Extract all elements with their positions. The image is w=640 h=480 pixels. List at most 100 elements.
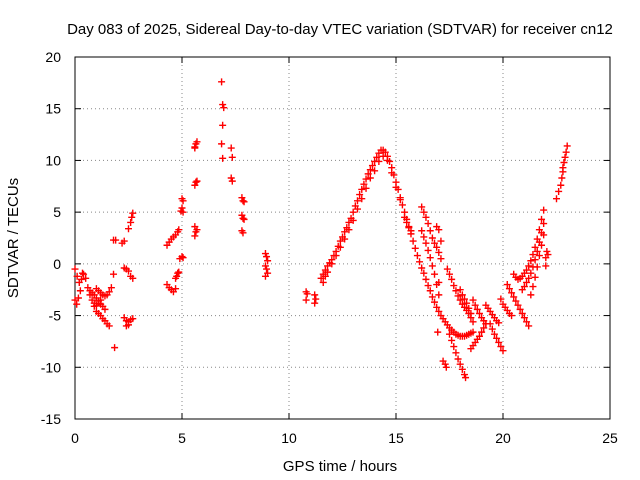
data-point [239, 214, 247, 222]
data-point [450, 343, 458, 351]
data-point [433, 243, 441, 251]
data-point [542, 262, 550, 270]
data-point [360, 180, 368, 188]
chart-title: Day 083 of 2025, Sidereal Day-to-day VTE… [67, 21, 613, 38]
data-point [518, 310, 526, 318]
data-point [321, 272, 329, 280]
data-point [505, 285, 513, 293]
data-point [366, 166, 374, 174]
data-point [219, 154, 227, 162]
data-point [475, 310, 483, 318]
data-point [219, 101, 227, 109]
data-point [533, 247, 541, 255]
data-point [557, 181, 565, 189]
data-point [435, 248, 443, 256]
data-point [508, 289, 516, 297]
data-point [426, 227, 434, 235]
x-tick-label: 0 [71, 430, 79, 446]
data-point [463, 299, 471, 307]
x-tick-label: 5 [178, 430, 186, 446]
data-point [381, 148, 389, 156]
data-point [349, 216, 357, 224]
data-point [420, 269, 428, 277]
data-point [431, 298, 439, 306]
data-point [462, 374, 470, 382]
data-point [422, 239, 430, 247]
data-point [125, 267, 132, 275]
data-point [110, 270, 118, 278]
data-point [193, 138, 201, 146]
data-point [497, 295, 505, 303]
data-point [179, 197, 187, 205]
data-point [529, 283, 537, 291]
x-tick-label: 15 [388, 430, 404, 446]
data-point [416, 258, 424, 266]
data-point [499, 347, 507, 355]
data-point [73, 272, 81, 280]
data-point [514, 301, 522, 309]
y-tick-label: -15 [41, 411, 61, 427]
data-point [261, 250, 269, 258]
data-point [179, 208, 187, 216]
data-point [540, 220, 548, 228]
data-point [562, 148, 570, 156]
data-point [383, 156, 391, 164]
y-tick-label: 15 [45, 101, 61, 117]
plot-frame [74, 56, 611, 420]
data-point [467, 310, 475, 318]
data-point [80, 270, 88, 278]
data-point [311, 291, 319, 299]
data-point [239, 229, 247, 237]
data-point [112, 236, 120, 244]
data-point [460, 371, 468, 379]
data-point [525, 262, 533, 270]
data-point [523, 278, 531, 286]
data-point [495, 319, 503, 327]
data-point [192, 178, 200, 186]
data-point [191, 232, 199, 240]
data-point [191, 223, 199, 231]
data-point [228, 153, 236, 161]
data-point [516, 305, 524, 313]
data-point [450, 282, 458, 290]
data-point [533, 263, 541, 271]
data-point [424, 220, 432, 228]
data-point [523, 266, 531, 274]
data-point [563, 142, 571, 150]
data-point [324, 268, 332, 276]
data-point [366, 174, 374, 182]
y-axis-title: SDTVAR / TECUs [5, 178, 22, 298]
data-point [441, 360, 449, 368]
data-point [129, 274, 137, 282]
data-point [428, 262, 436, 270]
data-point [392, 183, 400, 191]
y-tick-label: 20 [45, 49, 61, 65]
data-point [431, 270, 439, 278]
data-point [493, 334, 501, 342]
data-point [328, 260, 336, 268]
data-point [428, 293, 436, 301]
data-point [341, 235, 349, 243]
y-tick-label: 0 [53, 256, 61, 272]
data-point [240, 198, 248, 206]
data-point [426, 254, 434, 262]
data-point [527, 257, 535, 265]
data-point [78, 269, 86, 277]
data-point [218, 140, 226, 148]
data-point [345, 218, 353, 226]
axis-ticks: 0 5 10 15 20 25 -15 -10 -5 0 5 10 15 20 [41, 49, 618, 446]
data-point [435, 291, 443, 299]
data-point [525, 322, 533, 330]
data-point [371, 167, 379, 175]
data-point [379, 152, 387, 160]
data-point [443, 265, 451, 273]
data-point [173, 272, 181, 280]
data-point [311, 299, 319, 307]
data-point [431, 239, 439, 247]
data-point [174, 269, 182, 277]
data-point [426, 287, 434, 295]
data-point [358, 185, 366, 193]
data-point [238, 194, 246, 202]
data-point [179, 254, 187, 262]
